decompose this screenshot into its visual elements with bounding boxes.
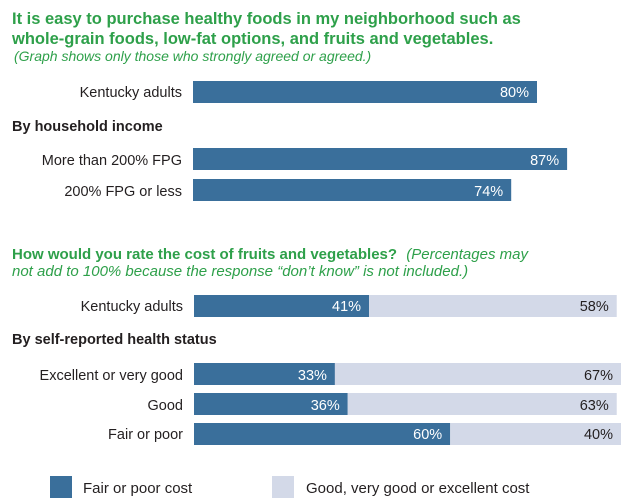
category-label: Kentucky adults: [81, 299, 183, 315]
chart2-row-fair-or-poor: Fair or poor 60% 40%: [108, 423, 621, 445]
value-label-fair-or-poor: 36%: [311, 398, 340, 414]
bar: [193, 179, 512, 201]
category-label: Good: [148, 398, 183, 414]
chart2-note-part2: not add to 100% because the response “do…: [12, 263, 468, 280]
legend-swatch-good-or-better: [272, 476, 294, 498]
value-label: 87%: [530, 153, 559, 169]
value-label: 74%: [474, 184, 503, 200]
chart2-group-heading: By self-reported health status: [12, 332, 217, 348]
chart2-row-kentucky: Kentucky adults 41% 58%: [81, 295, 617, 317]
bar-fair-or-poor-cost: [194, 363, 335, 385]
bar-good-or-better-cost: [334, 363, 621, 385]
legend-swatch-fair-or-poor: [50, 476, 72, 498]
category-label: Kentucky adults: [80, 85, 182, 101]
chart2-title-line1: How would you rate the cost of fruits an…: [12, 246, 529, 263]
chart2-title: How would you rate the cost of fruits an…: [12, 246, 397, 263]
chart1-title-line1: It is easy to purchase healthy foods in …: [12, 10, 521, 28]
value-label: 80%: [500, 85, 529, 101]
value-label-good-or-better: 58%: [580, 299, 609, 315]
bar-fair-or-poor-cost: [194, 393, 348, 415]
bar-fair-or-poor-cost: [194, 295, 370, 317]
chart2-note-part1: (Percentages may: [406, 246, 529, 263]
chart2-row-excellent-very-good: Excellent or very good 33% 67%: [40, 363, 621, 385]
value-label-fair-or-poor: 60%: [413, 427, 442, 443]
category-label: 200% FPG or less: [64, 184, 182, 200]
chart1-subtitle: (Graph shows only those who strongly agr…: [14, 48, 371, 64]
chart1-row-above-200-fpg: More than 200% FPG 87%: [42, 148, 568, 170]
category-label: Fair or poor: [108, 427, 183, 443]
legend-label-good-or-better: Good, very good or excellent cost: [306, 480, 530, 497]
value-label-good-or-better: 40%: [584, 427, 613, 443]
value-label-good-or-better: 67%: [584, 368, 613, 384]
category-label: Excellent or very good: [40, 368, 183, 384]
legend: Fair or poor cost Good, very good or exc…: [50, 476, 530, 498]
chart1-row-200-fpg-or-less: 200% FPG or less 74%: [64, 179, 512, 201]
value-label-good-or-better: 63%: [580, 398, 609, 414]
bar-good-or-better-cost: [369, 295, 617, 317]
bar-good-or-better-cost: [347, 393, 617, 415]
value-label-fair-or-poor: 41%: [332, 299, 361, 315]
value-label-fair-or-poor: 33%: [298, 368, 327, 384]
bar: [193, 81, 537, 103]
chart1-group-heading: By household income: [12, 119, 163, 135]
chart1-row-kentucky: Kentucky adults 80%: [80, 81, 537, 103]
category-label: More than 200% FPG: [42, 153, 182, 169]
bar-fair-or-poor-cost: [194, 423, 451, 445]
bar: [193, 148, 568, 170]
bar-good-or-better-cost: [450, 423, 621, 445]
chart1-title-line2: whole-grain foods, low-fat options, and …: [11, 30, 493, 48]
legend-label-fair-or-poor: Fair or poor cost: [83, 480, 193, 497]
chart2-row-good: Good 36% 63%: [148, 393, 617, 415]
